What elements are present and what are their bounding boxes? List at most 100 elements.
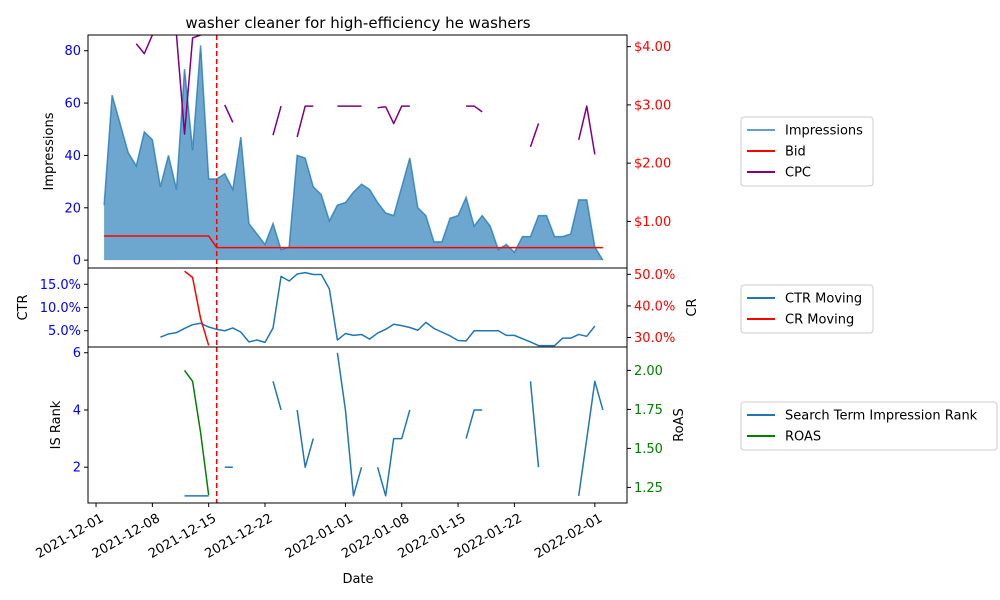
legend-frame (740, 116, 874, 187)
x-tick-label: 2022-02-01 (532, 511, 605, 562)
tick-label-right-top: $3.00 (634, 98, 671, 113)
legend-bottom: Search Term Impression Rank ROAS (740, 401, 998, 451)
tick-label-right-bottom: 2.00 (634, 364, 663, 379)
data-point-impressions (144, 131, 145, 132)
legend-label: Bid (785, 145, 806, 160)
tick-label-left-middle: 5.0% (48, 324, 81, 339)
series-line-bid-seg-0 (104, 235, 603, 249)
data-point-impressions (602, 260, 603, 261)
tick-label-left-top: 80 (64, 44, 81, 59)
data-point-impressions (353, 191, 354, 192)
series-line-cpc-seg-3 (272, 105, 282, 136)
series-line-cpc-seg-6 (377, 105, 386, 109)
x-axis-label: Date (342, 572, 373, 587)
series-line-search-term-impression-rank-seg-5 (376, 409, 411, 497)
series-line-cpc-seg-2 (224, 104, 234, 123)
data-point-impressions (224, 173, 225, 174)
series-line-ctr-moving-seg-0 (160, 271, 596, 347)
data-point-impressions (256, 233, 257, 234)
data-point-impressions (305, 157, 306, 158)
tick-label-left-bottom: 4 (73, 403, 81, 418)
data-point-impressions (297, 155, 298, 156)
data-point-impressions (409, 157, 410, 158)
data-point-impressions (208, 178, 209, 179)
data-point-impressions (200, 45, 201, 46)
data-point-impressions (345, 202, 346, 203)
y-axis-label-right-middle: CR (685, 298, 700, 316)
legend-frame (740, 401, 998, 451)
data-point-impressions (578, 199, 579, 200)
data-point-impressions (361, 184, 362, 185)
data-point-impressions (112, 95, 113, 96)
data-point-impressions (570, 233, 571, 234)
series-line-search-term-impression-rank-seg-2 (272, 381, 282, 411)
legend-label: Impressions (785, 124, 863, 139)
data-point-impressions (546, 215, 547, 216)
tick-label-left-bottom: 6 (73, 346, 81, 361)
data-point-impressions (337, 205, 338, 206)
data-point-impressions (474, 226, 475, 227)
tick-label-left-middle: 15.0% (40, 278, 81, 293)
data-point-impressions (128, 152, 129, 153)
data-point-impressions (490, 226, 491, 227)
series-line-cpc-seg-0 (135, 35, 154, 55)
series-line-cpc-seg-10 (578, 105, 596, 155)
y-axis-label-left-middle: CTR (16, 294, 31, 320)
data-point-impressions (449, 218, 450, 219)
data-point-impressions (272, 223, 273, 224)
plot-area-bottom (183, 352, 604, 497)
data-point-impressions (152, 139, 153, 140)
data-point-impressions (160, 186, 161, 187)
data-point-impressions (506, 244, 507, 245)
data-point-impressions (522, 236, 523, 237)
data-point-impressions (586, 199, 587, 200)
panel-middle: 5.0% 10.0% 15.0% 30.0% 40.0% 50.0% CTR CR (16, 267, 700, 348)
data-point-impressions (482, 215, 483, 216)
data-point-impressions (554, 236, 555, 237)
plot-area-top (103, 35, 604, 261)
series-line-search-term-impression-rank-seg-6 (465, 409, 483, 439)
legend-label: ROAS (785, 430, 821, 445)
panel-bottom: 2 4 6 1.25 1.50 1.75 2.00 IS Rank RoAS (49, 346, 687, 504)
tick-label-right-top: $4.00 (634, 40, 671, 55)
data-point-impressions (514, 252, 515, 253)
tick-label-left-top: 40 (64, 149, 81, 164)
data-point-impressions (498, 249, 499, 250)
legend-top: Impressions Bid CPC (740, 116, 874, 187)
data-point-impressions (240, 137, 241, 138)
data-point-impressions (562, 236, 563, 237)
tick-label-left-middle: 10.0% (40, 301, 81, 316)
data-point-impressions (184, 68, 185, 69)
legends: Impressions Bid CPC CTR Moving CR Moving Sear… (740, 116, 998, 451)
data-point-impressions (385, 212, 386, 213)
tick-label-right-top: $2.00 (634, 157, 671, 172)
legend-label: CR Moving (785, 313, 854, 328)
data-point-impressions (401, 186, 402, 187)
series-line-search-term-impression-rank-seg-7 (529, 381, 540, 468)
series-line-cpc-seg-7 (384, 105, 410, 125)
panel-top: 0 20 40 60 80 $1.00 $2.00 $3.00 $4.00 Impressions (42, 34, 671, 269)
data-point-impressions (232, 189, 233, 190)
tick-label-left-top: 0 (73, 254, 81, 269)
tick-label-right-middle: 40.0% (634, 299, 675, 314)
tick-label-right-bottom: 1.50 (634, 442, 663, 457)
data-point-impressions (280, 249, 281, 250)
y-axis-label-right-bottom: RoAS (672, 408, 687, 442)
data-point-impressions (441, 241, 442, 242)
tick-label-left-top: 20 (64, 201, 81, 216)
plot-area-middle (160, 270, 596, 347)
x-axis: 2021-12-012021-12-082021-12-152021-12-22… (34, 503, 605, 562)
series-line-search-term-impression-rank-seg-4 (336, 352, 363, 497)
tick-label-right-middle: 30.0% (634, 331, 675, 346)
data-point-impressions (369, 189, 370, 190)
data-point-impressions (103, 205, 104, 206)
series-line-cpc-seg-8 (466, 105, 483, 113)
series-line-roas-seg-0 (183, 369, 210, 496)
tick-label-right-bottom: 1.75 (634, 403, 663, 418)
tick-label-left-bottom: 2 (73, 461, 81, 476)
data-point-impressions (457, 215, 458, 216)
series-line-cpc-seg-9 (529, 123, 540, 148)
series-line-cpc-seg-4 (296, 105, 314, 138)
data-point-impressions (377, 202, 378, 203)
